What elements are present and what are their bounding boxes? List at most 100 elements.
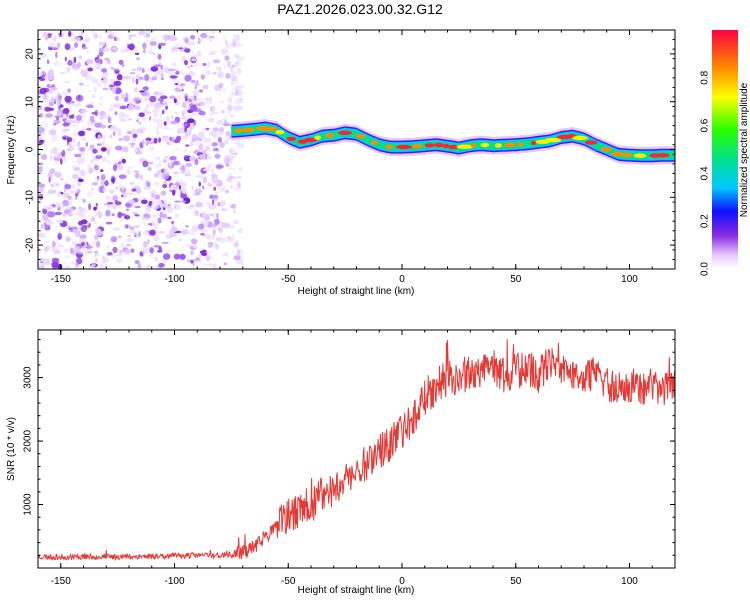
noise-blob — [191, 58, 197, 62]
noise-blob — [130, 248, 135, 253]
noise-blob — [158, 137, 162, 143]
noise-blob — [151, 200, 159, 208]
ridge-peak — [456, 144, 474, 149]
noise-blob — [153, 102, 161, 109]
noise-blob — [163, 253, 171, 260]
noise-blob — [230, 74, 234, 80]
noise-blob — [138, 231, 141, 238]
noise-blob — [42, 214, 49, 221]
x-tick-label: -50 — [281, 576, 296, 587]
noise-blob — [181, 115, 189, 120]
noise-blob — [99, 42, 103, 45]
noise-blob — [50, 96, 55, 104]
noise-blob — [160, 95, 168, 100]
noise-blob — [44, 106, 51, 112]
noise-blob — [128, 34, 137, 37]
noise-blob — [57, 98, 62, 106]
noise-blob — [56, 219, 62, 224]
snr-y-axis-label: SNR (10 * v/v) — [6, 417, 17, 481]
noise-blob — [186, 99, 190, 105]
noise-blob — [230, 203, 237, 209]
noise-blob — [141, 199, 148, 205]
noise-blob — [144, 33, 151, 38]
noise-blob — [223, 222, 231, 229]
y-tick-label: -10 — [25, 190, 36, 205]
noise-blob — [211, 142, 218, 147]
noise-blob — [95, 253, 100, 256]
ridge-peak — [370, 140, 379, 145]
noise-blob — [45, 167, 50, 170]
noise-blob — [82, 198, 86, 203]
noise-blob — [50, 149, 58, 154]
noise-blob — [135, 74, 140, 78]
colorbar-tick-label: 0.6 — [700, 118, 711, 132]
noise-blob — [36, 232, 44, 237]
noise-blob — [120, 242, 125, 249]
colorbar-tick-label: 0.2 — [700, 214, 711, 228]
noise-blob — [208, 262, 211, 266]
noise-blob — [172, 49, 178, 53]
noise-blob — [168, 140, 173, 147]
noise-blob — [165, 233, 173, 240]
noise-blob — [165, 116, 171, 123]
noise-blob — [168, 160, 172, 165]
noise-blob — [142, 241, 148, 248]
noise-blob — [225, 42, 230, 49]
noise-blob — [149, 247, 155, 254]
noise-blob — [211, 194, 219, 199]
ridge-peak — [544, 137, 562, 143]
noise-blob — [190, 64, 193, 68]
ridge-peak — [263, 126, 278, 132]
colorbar-tick-label: 0.8 — [700, 70, 711, 84]
noise-blob — [221, 182, 226, 187]
noise-blob — [152, 109, 159, 114]
noise-blob — [145, 103, 150, 109]
ridge-peak — [494, 143, 502, 148]
noise-blob — [133, 50, 140, 54]
noise-blob — [214, 146, 217, 151]
spectrogram-y-ticks: -20 -10 0 10 20 — [25, 29, 675, 270]
noise-blob — [87, 163, 91, 169]
noise-blob — [235, 60, 242, 67]
spectrogram-y-axis-label: Frequency (Hz) — [6, 116, 17, 185]
noise-blob — [202, 176, 207, 184]
noise-blob — [185, 144, 190, 147]
noise-blob — [198, 143, 204, 150]
noise-blob — [66, 137, 73, 143]
noise-blob — [205, 127, 210, 131]
noise-blob — [114, 199, 118, 203]
noise-blob — [102, 87, 109, 91]
noise-blob — [112, 227, 121, 231]
x-tick-label: -100 — [164, 576, 184, 587]
noise-blob — [178, 200, 187, 203]
noise-blob — [173, 253, 181, 260]
noise-blob — [98, 212, 102, 219]
noise-blob — [116, 74, 123, 81]
noise-blob — [189, 95, 195, 102]
noise-blob — [89, 159, 94, 164]
ridge-peak — [424, 143, 435, 148]
noise-blob — [116, 253, 124, 257]
noise-blob — [105, 209, 111, 217]
ridge-peak — [241, 127, 255, 133]
noise-blob — [212, 71, 217, 75]
y-tick-label: 3000 — [23, 366, 34, 389]
noise-blob — [56, 94, 59, 101]
noise-blob — [114, 111, 118, 116]
noise-blob — [211, 30, 216, 34]
noise-blob — [138, 30, 146, 36]
noise-blob — [149, 41, 157, 46]
noise-blob — [51, 47, 59, 51]
noise-blob — [61, 28, 65, 36]
noise-blob — [158, 160, 162, 167]
noise-blob — [227, 236, 232, 239]
noise-blob — [226, 172, 234, 176]
noise-blob — [46, 222, 55, 225]
noise-blob — [148, 229, 156, 236]
noise-blob — [114, 145, 123, 151]
noise-blob — [99, 185, 104, 191]
noise-blob — [194, 138, 201, 145]
noise-blob — [211, 106, 215, 113]
noise-blob — [210, 213, 214, 217]
noise-blob — [217, 131, 225, 134]
